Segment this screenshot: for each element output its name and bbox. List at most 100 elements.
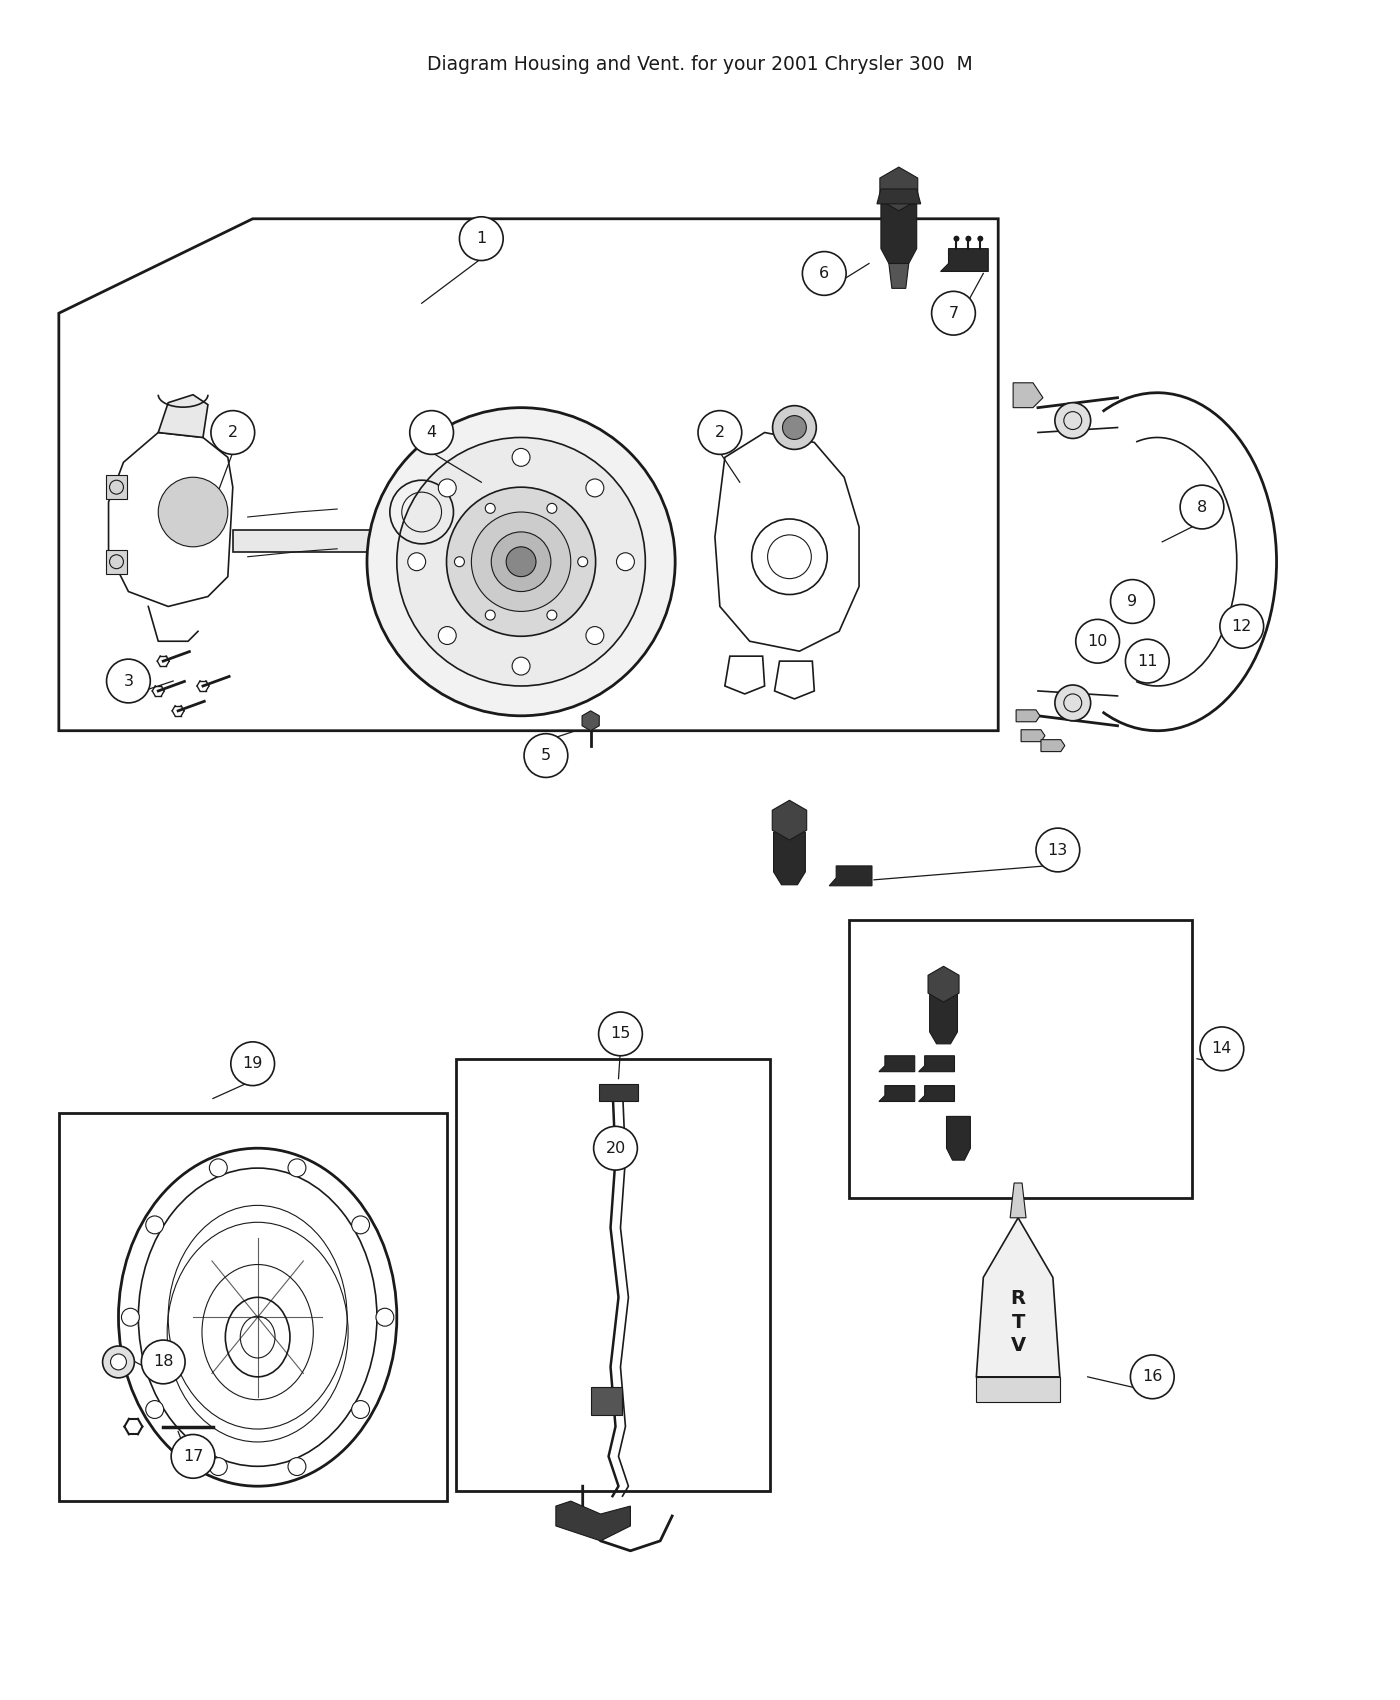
Circle shape [491, 532, 550, 592]
Text: 19: 19 [242, 1056, 263, 1071]
Text: 15: 15 [610, 1027, 630, 1042]
Circle shape [512, 449, 531, 466]
Text: 8: 8 [1197, 500, 1207, 515]
Polygon shape [881, 204, 917, 264]
Circle shape [802, 252, 846, 296]
Circle shape [438, 627, 456, 644]
Circle shape [122, 1309, 140, 1326]
Circle shape [966, 236, 972, 241]
Text: 17: 17 [183, 1448, 203, 1464]
Circle shape [211, 411, 255, 454]
Circle shape [1054, 403, 1091, 439]
Circle shape [783, 415, 806, 440]
Circle shape [616, 552, 634, 571]
Circle shape [524, 734, 568, 777]
Polygon shape [930, 994, 958, 1044]
Circle shape [1180, 484, 1224, 529]
Text: 16: 16 [1142, 1368, 1162, 1384]
Circle shape [547, 610, 557, 620]
Text: 18: 18 [153, 1355, 174, 1370]
Circle shape [410, 411, 454, 454]
Bar [591, 1387, 623, 1414]
Text: 13: 13 [1047, 843, 1068, 857]
Polygon shape [556, 1501, 630, 1540]
Circle shape [288, 1457, 307, 1476]
Circle shape [599, 1012, 643, 1056]
Polygon shape [158, 394, 209, 437]
Bar [850, 920, 1191, 1198]
Text: 10: 10 [1088, 634, 1107, 649]
Polygon shape [774, 831, 805, 884]
Polygon shape [946, 1117, 970, 1159]
Polygon shape [918, 1056, 955, 1071]
Bar [456, 1059, 770, 1491]
Bar [105, 476, 127, 500]
Text: 6: 6 [819, 265, 829, 280]
Circle shape [111, 1353, 126, 1370]
Circle shape [102, 1346, 134, 1377]
Circle shape [396, 437, 645, 687]
Circle shape [171, 1435, 216, 1479]
Circle shape [367, 408, 675, 716]
Text: 11: 11 [1137, 653, 1158, 668]
Circle shape [185, 505, 202, 520]
Polygon shape [879, 167, 918, 211]
Circle shape [773, 406, 816, 449]
Circle shape [377, 1309, 393, 1326]
Circle shape [472, 512, 571, 612]
Polygon shape [879, 1056, 914, 1071]
Circle shape [459, 218, 503, 260]
Polygon shape [918, 1086, 955, 1102]
Circle shape [578, 558, 588, 566]
Polygon shape [1011, 1183, 1026, 1217]
Circle shape [1075, 619, 1120, 663]
Circle shape [1219, 605, 1264, 648]
Text: 12: 12 [1232, 619, 1252, 634]
Polygon shape [928, 966, 959, 1001]
Circle shape [512, 658, 531, 675]
Circle shape [507, 547, 536, 576]
Circle shape [146, 1216, 164, 1234]
Polygon shape [1021, 729, 1044, 741]
Bar [59, 1114, 447, 1501]
Circle shape [447, 488, 595, 636]
Circle shape [486, 503, 496, 513]
Circle shape [351, 1216, 370, 1234]
Polygon shape [1016, 711, 1040, 722]
Text: 9: 9 [1127, 593, 1137, 609]
Circle shape [158, 478, 228, 547]
Circle shape [455, 558, 465, 566]
Polygon shape [829, 865, 872, 886]
Circle shape [141, 1340, 185, 1384]
Circle shape [594, 1127, 637, 1170]
Bar [105, 549, 127, 573]
Circle shape [1054, 685, 1091, 721]
Circle shape [1110, 580, 1154, 624]
Circle shape [953, 236, 959, 241]
Circle shape [210, 1457, 227, 1476]
Circle shape [288, 1159, 307, 1176]
Circle shape [931, 291, 976, 335]
Circle shape [977, 236, 983, 241]
Text: 1: 1 [476, 231, 486, 246]
Circle shape [486, 610, 496, 620]
Polygon shape [879, 1086, 914, 1102]
Text: 2: 2 [228, 425, 238, 440]
Circle shape [1200, 1027, 1243, 1071]
Text: 7: 7 [948, 306, 959, 321]
Circle shape [547, 503, 557, 513]
Text: Diagram Housing and Vent. for your 2001 Chrysler 300  M: Diagram Housing and Vent. for your 2001 … [427, 54, 973, 73]
Circle shape [175, 495, 211, 530]
Polygon shape [1014, 382, 1043, 408]
Text: 4: 4 [427, 425, 437, 440]
Circle shape [587, 627, 603, 644]
Polygon shape [976, 1217, 1060, 1377]
Circle shape [1126, 639, 1169, 683]
Polygon shape [582, 711, 599, 731]
Text: 3: 3 [123, 673, 133, 689]
Circle shape [407, 552, 426, 571]
Circle shape [438, 479, 456, 496]
Text: 20: 20 [605, 1141, 626, 1156]
Bar [232, 530, 451, 552]
Text: 2: 2 [715, 425, 725, 440]
